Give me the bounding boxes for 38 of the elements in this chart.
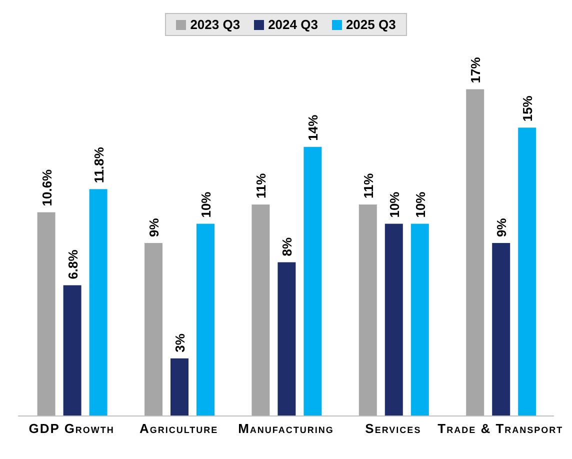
legend-label: 2024 Q3: [267, 17, 318, 32]
bar: [89, 189, 108, 416]
data-label: 9%: [494, 218, 510, 237]
data-label: 3%: [172, 333, 188, 352]
bar: [144, 242, 162, 416]
data-label: 10%: [412, 191, 428, 218]
bar: [518, 128, 536, 416]
x-tick-label: Agriculture: [139, 421, 218, 436]
data-label: 6.8%: [65, 249, 80, 280]
data-label: 10%: [386, 191, 402, 218]
data-label: 11%: [254, 172, 269, 199]
bar: [37, 212, 56, 416]
data-label: 11%: [360, 172, 376, 199]
data-label: 11.8%: [91, 146, 106, 184]
bar: [252, 204, 270, 416]
legend-label: 2025 Q3: [344, 17, 396, 32]
bar: [410, 224, 429, 416]
data-label: 17%: [468, 56, 484, 84]
x-tick-label: Trade & Transport: [438, 421, 564, 436]
x-tick-label: GDP Growth: [28, 421, 114, 436]
data-label: 14%: [306, 114, 321, 141]
data-label: 9%: [146, 218, 162, 237]
bar: [170, 358, 188, 416]
x-tick-label: Services: [365, 421, 422, 436]
bar: [63, 285, 82, 416]
bar: [196, 224, 214, 416]
bar: [278, 262, 296, 416]
legend-label: 2023 Q3: [189, 17, 240, 32]
bar: [492, 242, 510, 416]
bar: [358, 204, 377, 416]
data-label: 8%: [280, 236, 295, 256]
x-tick-label: Manufacturing: [238, 421, 334, 436]
bar: [466, 89, 484, 416]
data-label: 10.6%: [39, 168, 54, 206]
bar: [384, 224, 403, 416]
data-label: 15%: [520, 95, 536, 122]
data-label: 10%: [198, 191, 214, 218]
bar: [304, 146, 322, 416]
